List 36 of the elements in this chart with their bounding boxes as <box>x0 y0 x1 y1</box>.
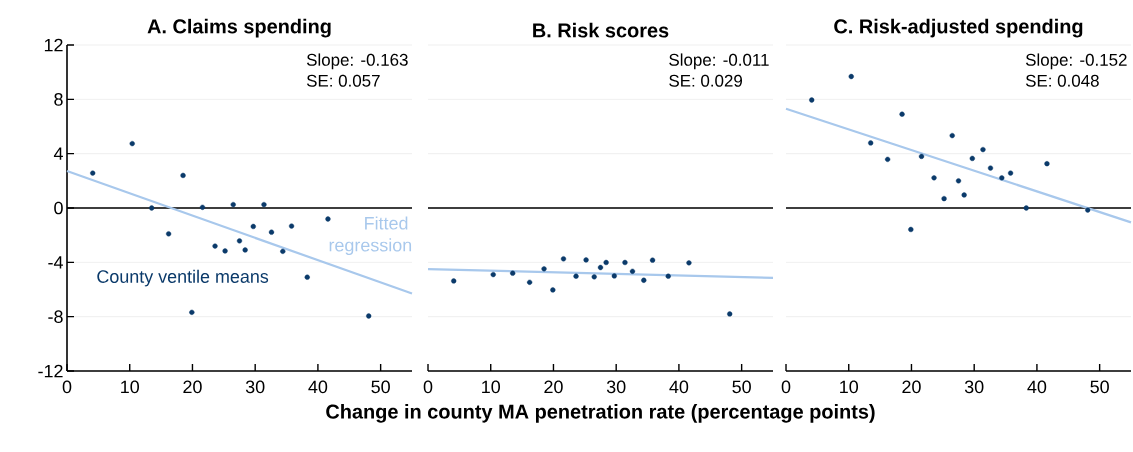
x-tick-label: 0 <box>423 380 433 394</box>
chart-title: B. Risk scores <box>533 22 669 38</box>
annotation: Slope: -0.163 <box>306 53 408 70</box>
chart-title: A. Claims spending <box>147 18 331 38</box>
x-tick-label: 40 <box>308 380 328 394</box>
x-tick-label: 20 <box>902 380 921 394</box>
x-tick-label: 30 <box>964 380 984 394</box>
series-label: County ventile means <box>97 269 269 287</box>
x-tick-label: 30 <box>245 380 265 394</box>
x-tick-label: 0 <box>781 380 791 394</box>
annotation: SE: 0.048 <box>1025 74 1099 87</box>
y-tick-label: -12 <box>38 364 63 378</box>
x-tick-label: 10 <box>482 380 501 394</box>
x-axis-title: Change in county MA penetration rate (percentage points) <box>326 404 875 423</box>
y-tick-label: -8 <box>48 310 63 324</box>
series-label: Fitted regression <box>329 216 412 256</box>
annotation: SE: 0.029 <box>669 74 742 87</box>
x-tick-label: 20 <box>544 380 563 394</box>
y-tick-label: 4 <box>53 147 63 160</box>
annotation: Slope: -0.152 <box>1025 53 1127 70</box>
x-tick-label: 50 <box>371 380 390 394</box>
y-tick-label: 12 <box>44 38 63 52</box>
x-tick-label: 10 <box>840 380 859 394</box>
x-tick-label: 40 <box>669 380 689 394</box>
x-tick-label: 40 <box>1027 380 1047 394</box>
x-tick-label: 30 <box>606 380 626 394</box>
chart-title: C. Risk-adjusted spending <box>834 18 1083 38</box>
annotation: Slope: -0.011 <box>669 53 769 70</box>
x-tick-label: 10 <box>121 380 140 394</box>
y-tick-label: -4 <box>48 256 63 269</box>
annotation: SE: 0.057 <box>306 74 380 87</box>
x-tick-label: 20 <box>183 380 202 394</box>
y-tick-label: 8 <box>54 92 63 106</box>
x-tick-label: 50 <box>732 380 751 394</box>
y-tick-label: 0 <box>54 201 63 215</box>
x-tick-label: 50 <box>1090 380 1109 394</box>
